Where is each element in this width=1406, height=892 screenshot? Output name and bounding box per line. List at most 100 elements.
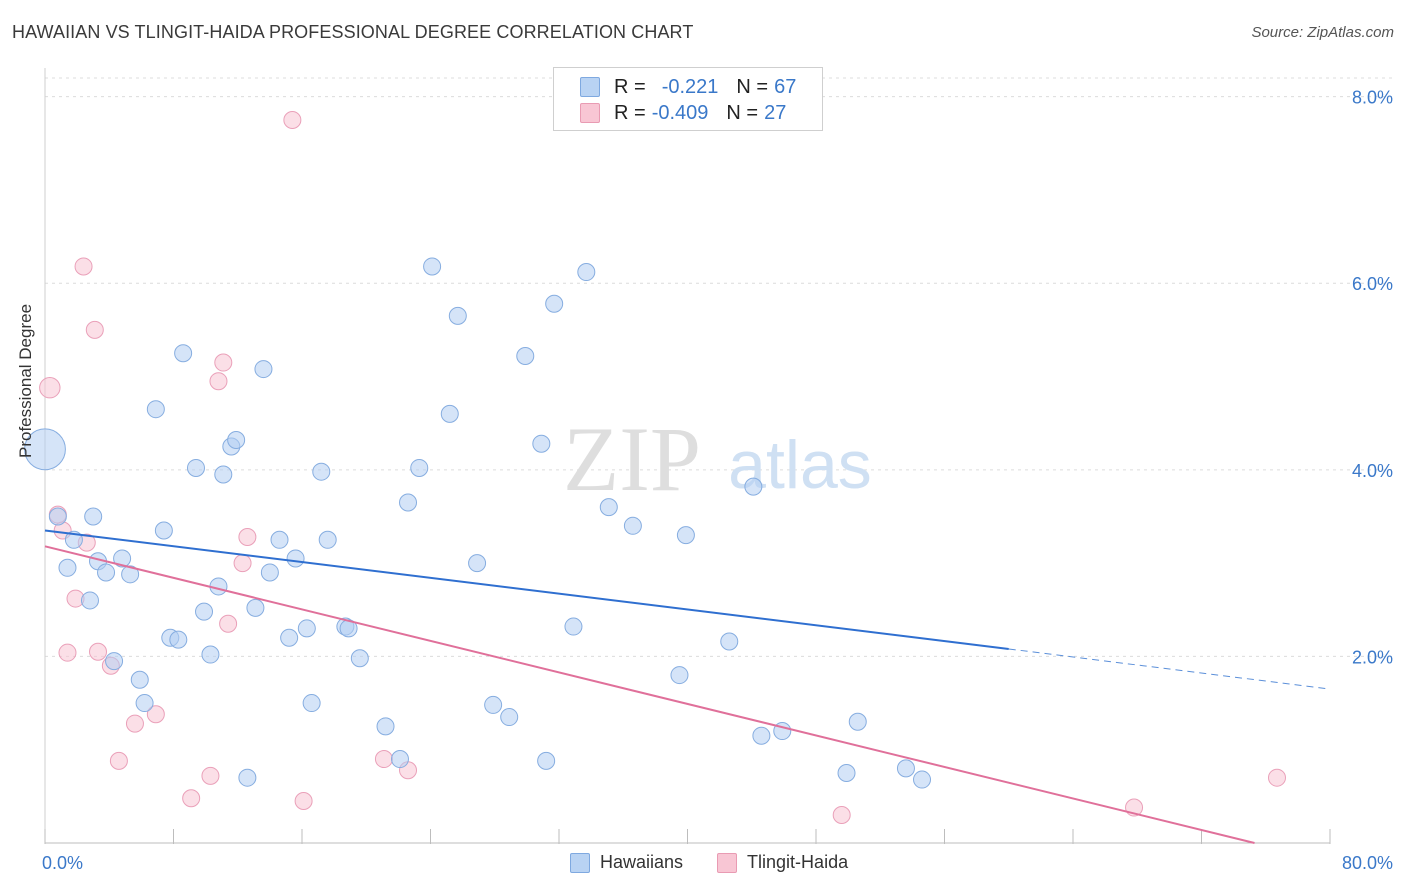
- hawaiian-point: [214, 465, 233, 484]
- legend-n-value: 67: [774, 75, 797, 98]
- tlingit-haida-point: [182, 789, 201, 808]
- legend-r-value: -0.409: [651, 101, 709, 124]
- legend-row-hawaiians: R = -0.221 N = 67: [554, 74, 796, 100]
- hawaiian-point: [744, 477, 763, 496]
- hawaiian-point: [302, 694, 321, 713]
- hawaiian-point: [670, 666, 689, 685]
- hawaiian-point: [913, 770, 932, 789]
- hawaiian-point: [484, 695, 503, 714]
- hawaiian-point: [286, 549, 305, 568]
- hawaiian-point: [280, 628, 299, 647]
- tlingit-haida-point: [74, 257, 93, 276]
- tlingit-haida-point: [219, 614, 238, 633]
- hawaiian-point: [169, 630, 188, 649]
- hawaiians-trend-line: [44, 529, 1009, 650]
- hawaiian-point: [48, 507, 67, 526]
- hawaiian-point: [516, 347, 535, 366]
- tlingit-haida-point: [85, 320, 104, 339]
- tlingit-haida-point: [39, 377, 61, 399]
- hawaiian-point: [186, 458, 205, 477]
- hawaiian-point: [174, 344, 193, 363]
- legend-row-tlingit-haida: R = -0.409 N = 27: [554, 100, 786, 126]
- source-credit: Source: ZipAtlas.com: [1251, 24, 1394, 41]
- hawaiian-point: [130, 670, 149, 689]
- hawaiian-point: [154, 521, 173, 540]
- hawaiian-point: [676, 526, 695, 545]
- hawaiian-point: [97, 563, 116, 582]
- series-hawaiians: [24, 257, 932, 789]
- hawaiian-point: [752, 726, 771, 745]
- hawaiian-point: [195, 602, 214, 621]
- hawaiian-point: [564, 617, 583, 636]
- correlation-legend: R = -0.221 N = 67 R = -0.409 N = 27: [553, 67, 823, 131]
- hawaiian-point: [837, 764, 856, 783]
- y-tick-label: 2.0%: [1352, 647, 1393, 667]
- legend-swatch-tlingit-haida: [717, 852, 738, 873]
- tlingit-haida-trend-line: [44, 545, 1255, 844]
- hawaiian-point: [376, 717, 395, 736]
- trend-lines: [44, 529, 1331, 844]
- tlingit-haida-point: [374, 750, 393, 769]
- legend-item-hawaiians[interactable]: Hawaiians: [570, 852, 683, 873]
- legend-r-label: R =: [614, 101, 646, 124]
- tlingit-haida-point: [238, 528, 257, 546]
- hawaiian-point: [448, 306, 467, 325]
- hawaiian-point: [623, 516, 642, 535]
- hawaiian-point: [720, 632, 739, 651]
- series-legend: Hawaiians Tlingit-Haida: [570, 852, 882, 873]
- hawaiian-point: [468, 554, 487, 573]
- tlingit-haida-point: [109, 751, 128, 770]
- hawaiian-point: [577, 263, 596, 282]
- hawaiian-point: [545, 294, 564, 313]
- hawaiian-point: [121, 565, 140, 584]
- hawaiian-point: [24, 428, 66, 471]
- watermark: ZIP atlas: [563, 408, 872, 510]
- tlingit-haida-point: [209, 372, 228, 391]
- hawaiian-point: [227, 430, 246, 449]
- hawaiian-point: [848, 712, 867, 731]
- hawaiian-point: [260, 563, 279, 582]
- hawaiian-point: [146, 400, 165, 419]
- hawaiian-point: [201, 645, 220, 664]
- hawaiian-point: [246, 598, 265, 617]
- hawaiian-point: [537, 751, 556, 770]
- tlingit-haida-point: [1267, 768, 1286, 787]
- tlingit-haida-point: [832, 806, 851, 825]
- hawaiian-point: [500, 708, 519, 727]
- hawaiian-point: [254, 360, 273, 379]
- tlingit-haida-point: [294, 792, 313, 811]
- hawaiian-point: [399, 493, 418, 512]
- hawaiian-point: [390, 750, 409, 769]
- y-tick-label: 4.0%: [1352, 461, 1393, 481]
- y-axis-label: Professional Degree: [16, 303, 35, 458]
- tlingit-haida-point: [125, 714, 144, 733]
- hawaiian-point: [410, 458, 429, 477]
- legend-n-label: N =: [726, 101, 759, 124]
- hawaiian-point: [58, 558, 77, 577]
- tlingit-haida-point: [233, 554, 252, 573]
- watermark-zip: ZIP: [563, 408, 701, 510]
- hawaiian-point: [135, 694, 154, 713]
- legend-n-label: N =: [736, 75, 769, 98]
- chart-title: HAWAIIAN VS TLINGIT-HAIDA PROFESSIONAL D…: [12, 22, 694, 42]
- hawaiian-point: [270, 530, 289, 549]
- legend-item-tlingit-haida[interactable]: Tlingit-Haida: [717, 852, 848, 873]
- x-tick-label: 80.0%: [1342, 853, 1393, 873]
- hawaiian-point: [896, 759, 915, 778]
- legend-r-value: -0.221: [661, 75, 719, 98]
- tlingit-haida-point: [283, 110, 302, 129]
- y-tick-label: 8.0%: [1352, 88, 1393, 108]
- hawaiian-point: [318, 530, 337, 549]
- hawaiian-point: [84, 507, 103, 526]
- legend-swatch-hawaiians: [580, 77, 600, 97]
- hawaiian-point: [423, 257, 442, 276]
- legend-r-label: R =: [614, 75, 646, 98]
- tlingit-haida-point: [58, 643, 77, 662]
- legend-label-tlingit-haida: Tlingit-Haida: [747, 852, 849, 872]
- hawaiian-point: [105, 652, 124, 671]
- tlingit-haida-point: [89, 642, 108, 661]
- tick-labels: 2.0% 4.0% 6.0% 8.0% 0.0% 80.0%: [42, 88, 1393, 873]
- hawaiian-point: [440, 404, 459, 423]
- legend-label-hawaiians: Hawaiians: [600, 852, 684, 872]
